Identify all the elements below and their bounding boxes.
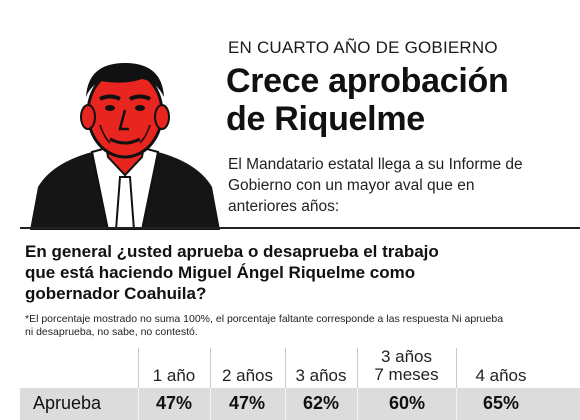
row-separator (456, 388, 457, 420)
column-separator (285, 348, 286, 420)
lede-line-3: anteriores años: (228, 198, 340, 215)
column-header-3: 3 años (295, 366, 347, 385)
hair-shape (86, 63, 164, 97)
value-cell-3: 62% (302, 393, 340, 413)
column-header-4: 3 años 7 meses (357, 348, 456, 384)
column-separator (357, 348, 358, 420)
column-header-1: 1 año (152, 366, 196, 385)
column-header-4-line-2: 7 meses (374, 365, 439, 384)
column-separator (456, 348, 457, 420)
brow-left (99, 94, 121, 101)
question-line-1: En general ¿usted aprueba o desaprueba e… (25, 242, 439, 261)
column-header-5: 4 años (475, 366, 527, 385)
question-line-2: que está haciendo Miguel Ángel Riquelme … (25, 263, 416, 282)
table-row (20, 388, 580, 420)
column-header-2: 2 años (221, 366, 274, 385)
column-separator (210, 348, 211, 420)
footnote: *El porcentaje mostrado no suma 100%, el… (25, 313, 570, 338)
value-cell-4: 60% (388, 393, 426, 413)
cheek-line-right (139, 124, 151, 144)
row-separator (357, 388, 358, 420)
ear-right (154, 104, 170, 130)
kicker-text: EN CUARTO AÑO DE GOBIERNO (228, 38, 498, 57)
cheek-line-left (99, 124, 111, 144)
nose-shape (118, 109, 129, 131)
value-cell-1: 47% (155, 393, 193, 413)
mouth-shape (109, 137, 141, 145)
value-cell-5: 65% (482, 393, 520, 413)
footnote-line-1: *El porcentaje mostrado no suma 100%, el… (25, 313, 504, 325)
governor-portrait (30, 63, 220, 230)
value-cell-2: 47% (228, 393, 266, 413)
column-header-4-line-1: 3 años (380, 347, 433, 366)
section-divider (20, 227, 580, 229)
survey-question: En general ¿usted aprueba o desaprueba e… (25, 241, 545, 304)
row-separator (285, 388, 286, 420)
lede-line-1: El Mandatario estatal llega a su Informe… (228, 156, 523, 173)
brow-right (129, 94, 151, 101)
footnote-line-2: ni desaprueba, no sabe, no contestó. (25, 325, 198, 338)
eye-right (135, 105, 145, 111)
row-separator (210, 388, 211, 420)
tie-shape (114, 176, 136, 230)
lede-text: El Mandatario estatal llega a su Informe… (228, 154, 558, 217)
headline: Crece aprobación de Riquelme (226, 62, 509, 138)
headline-line-1: Crece aprobación (226, 62, 509, 100)
eye-left (105, 105, 115, 111)
question-line-3: gobernador Coahuila? (25, 284, 207, 303)
headline-line-2: de Riquelme (226, 100, 425, 138)
row-separator (138, 388, 139, 420)
lede-line-2: Gobierno con un mayor aval que en (228, 177, 475, 194)
column-separator (138, 348, 139, 420)
row-label-aprueba: Aprueba (33, 393, 102, 413)
ear-left (80, 104, 96, 130)
